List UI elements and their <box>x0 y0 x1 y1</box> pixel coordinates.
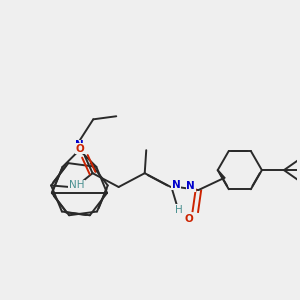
Text: O: O <box>76 144 85 154</box>
Text: N: N <box>172 179 181 190</box>
Text: H: H <box>175 205 182 215</box>
Text: NH: NH <box>69 181 84 190</box>
Text: O: O <box>184 214 193 224</box>
Text: N: N <box>186 181 195 191</box>
Text: N: N <box>75 140 84 150</box>
